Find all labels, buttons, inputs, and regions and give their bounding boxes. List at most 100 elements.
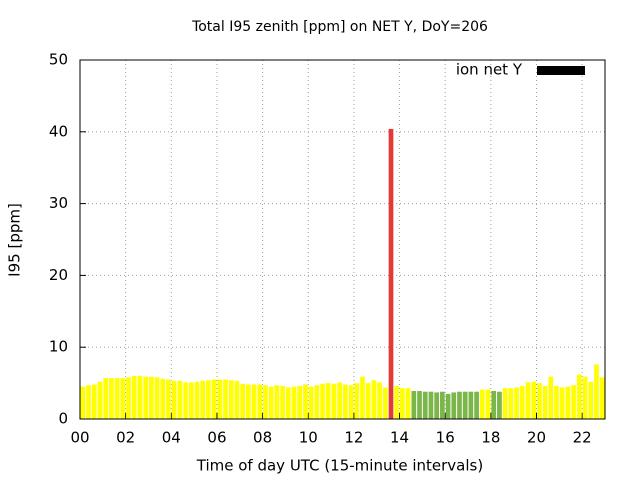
bar (80, 386, 86, 419)
x-tick-label: 10 (299, 429, 318, 447)
bar (126, 377, 131, 419)
bar (382, 387, 388, 419)
bar (194, 381, 200, 419)
bar (514, 387, 519, 419)
bar (131, 375, 137, 419)
bar (343, 384, 348, 419)
bar (400, 388, 405, 419)
bar (405, 388, 411, 419)
bar (103, 378, 109, 419)
bar (491, 390, 497, 419)
x-tick-label: 18 (481, 429, 500, 447)
chart-title: Total I95 zenith [ppm] on NET Y, DoY=206 (191, 19, 488, 35)
x-tick-label: 22 (573, 429, 592, 447)
bar (297, 385, 303, 419)
bar (348, 385, 354, 419)
bar (394, 385, 400, 419)
bar (576, 374, 582, 419)
bar (91, 384, 97, 419)
bar (109, 378, 114, 419)
bar (428, 391, 434, 419)
bar (285, 387, 291, 419)
bar (434, 392, 439, 419)
bar (223, 379, 228, 419)
bar (440, 391, 445, 419)
bar (360, 376, 365, 419)
x-tick-label: 20 (527, 429, 546, 447)
x-axis-label: Time of day UTC (15-minute intervals) (196, 457, 483, 475)
bar (303, 384, 308, 419)
bar (559, 387, 565, 419)
bar (97, 381, 103, 419)
x-tick-label: 14 (390, 429, 409, 447)
bar (354, 383, 360, 419)
bar (474, 391, 479, 419)
bar (565, 386, 571, 419)
bar (166, 379, 171, 419)
bar (257, 384, 263, 419)
bar (554, 385, 559, 419)
bar (148, 376, 154, 419)
bar (445, 393, 451, 419)
y-tick-label: 40 (49, 122, 68, 140)
bar (451, 392, 457, 419)
bar (337, 382, 342, 419)
x-tick-label: 00 (70, 429, 89, 447)
bar (268, 386, 274, 419)
bar (542, 385, 548, 419)
bar (325, 383, 331, 419)
bar (502, 388, 508, 419)
bar (519, 385, 525, 419)
bar (120, 378, 126, 419)
bar (594, 364, 599, 419)
bar (497, 391, 502, 419)
bar (274, 385, 280, 419)
bar (388, 128, 394, 420)
bar (211, 379, 217, 419)
y-tick-label: 30 (49, 194, 68, 212)
bar (137, 375, 143, 419)
bar (160, 378, 166, 419)
bar (377, 382, 382, 419)
bar (371, 380, 377, 419)
bar (154, 377, 160, 419)
x-tick-label: 02 (116, 429, 135, 447)
bar (537, 383, 542, 419)
y-tick-label: 20 (49, 266, 68, 284)
bar (485, 389, 491, 419)
bar (86, 385, 91, 419)
bar (365, 383, 371, 419)
bar (200, 380, 206, 419)
bar (468, 391, 474, 419)
bar (422, 391, 428, 419)
bar (548, 376, 554, 419)
plot-frame (79, 59, 606, 420)
bar (171, 380, 177, 419)
x-tick-label: 16 (436, 429, 455, 447)
bar (280, 385, 285, 419)
bar (143, 376, 148, 419)
x-tick-label: 06 (207, 429, 226, 447)
bar (582, 376, 588, 419)
bar (320, 383, 325, 419)
bar (599, 377, 605, 419)
bar (308, 386, 314, 419)
bar (188, 382, 194, 419)
bar (462, 391, 468, 419)
bar (217, 379, 223, 419)
legend-label: ion net Y (456, 61, 523, 79)
bar (291, 386, 297, 419)
bar (183, 382, 188, 419)
bar (251, 384, 257, 419)
y-axis-label: I95 [ppm] (6, 203, 24, 277)
bar (331, 383, 337, 419)
y-tick-label: 50 (49, 51, 68, 69)
bar (457, 391, 462, 419)
bar (263, 385, 268, 419)
bar (240, 383, 245, 419)
x-tick-label: 12 (344, 429, 363, 447)
y-tick-label: 10 (49, 338, 68, 356)
bar (525, 382, 531, 419)
bar (228, 380, 234, 419)
bar (411, 390, 417, 419)
